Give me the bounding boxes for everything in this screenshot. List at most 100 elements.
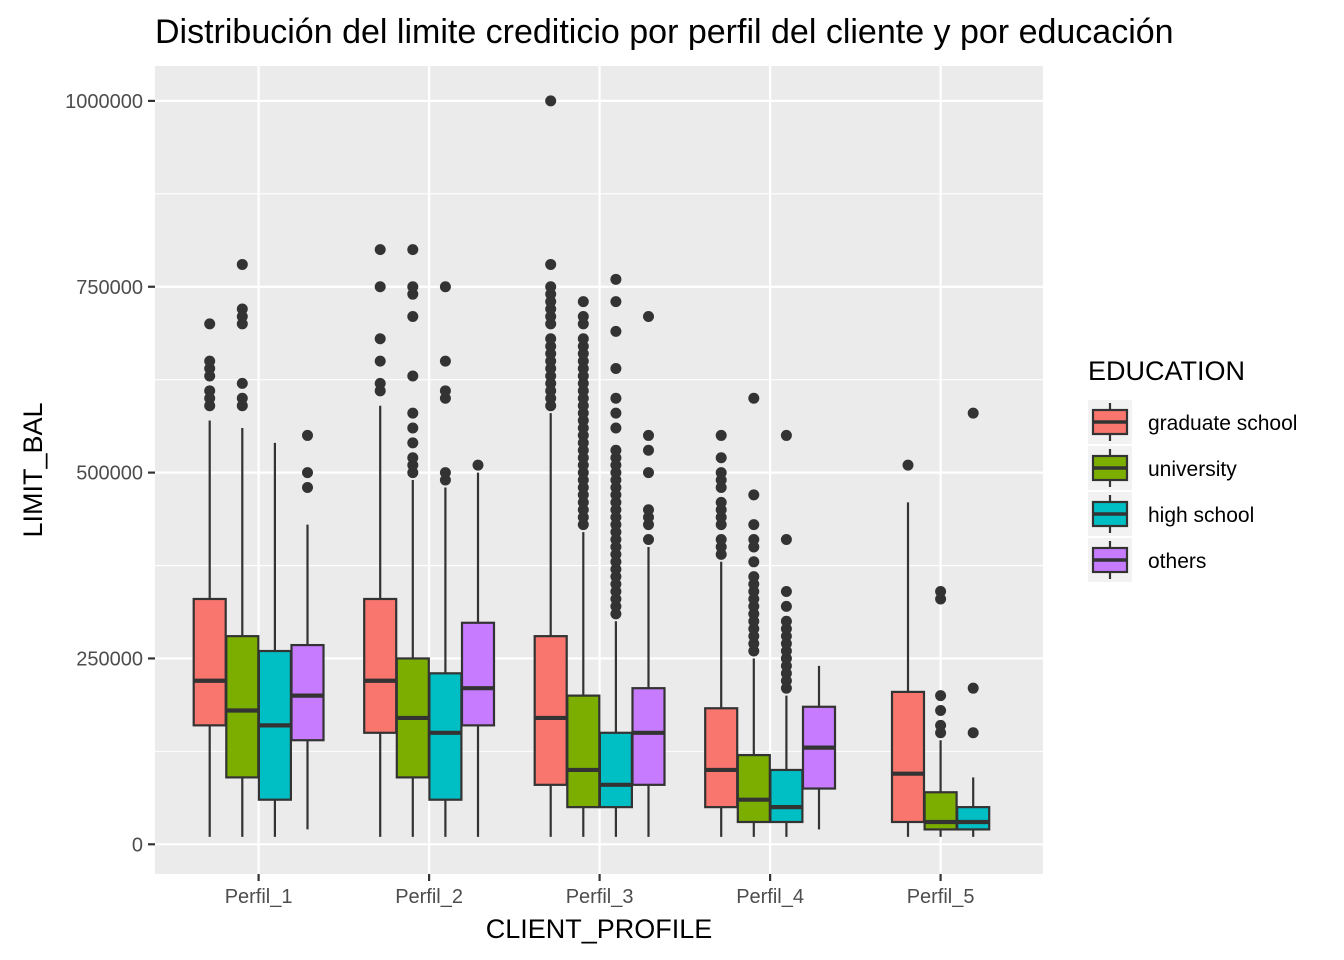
outlier-point	[935, 719, 947, 731]
outlier-point	[748, 534, 760, 546]
box-university-Perfil_4	[736, 392, 771, 837]
box-high-school-Perfil_2	[428, 281, 463, 837]
outlier-point	[715, 467, 727, 479]
box-iqr	[428, 672, 463, 801]
outlier-point	[643, 534, 654, 546]
outlier-point	[610, 325, 622, 337]
legend-item-graduate-school: graduate school	[1088, 400, 1297, 444]
outlier-point	[643, 429, 654, 441]
legend-item-university: university	[1088, 446, 1237, 490]
outlier-point	[236, 258, 248, 270]
y-tick-label: 0	[132, 834, 143, 856]
box-iqr	[192, 597, 227, 727]
outlier-point	[302, 467, 313, 479]
outlier-point	[545, 333, 557, 345]
outlier-point	[407, 407, 419, 419]
outlier-point	[643, 467, 654, 479]
outlier-point	[780, 586, 792, 598]
outlier-point	[407, 281, 419, 293]
outlier-point	[748, 392, 760, 404]
x-tick-label: Perfil_1	[225, 886, 293, 908]
outlier-point	[935, 704, 947, 716]
box-iqr	[704, 707, 739, 809]
box-university-Perfil_1	[225, 258, 260, 837]
outlier-point	[374, 355, 386, 367]
box-series	[192, 95, 991, 837]
outlier-point	[236, 377, 248, 389]
box-iqr	[566, 694, 601, 809]
outlier-point	[967, 727, 979, 739]
outlier-point	[439, 281, 451, 293]
outlier-point	[545, 258, 557, 270]
y-tick-label: 750000	[76, 277, 143, 299]
box-high-school-Perfil_1	[257, 442, 292, 837]
outlier-point	[407, 422, 419, 434]
outlier-point	[545, 281, 557, 293]
outlier-point	[715, 452, 727, 464]
box-iqr	[736, 753, 771, 824]
outlier-point	[374, 244, 386, 256]
outlier-point	[439, 385, 451, 397]
outlier-point	[610, 407, 622, 419]
outlier-point	[545, 95, 557, 107]
box-iqr	[225, 635, 260, 779]
outlier-point	[204, 318, 216, 330]
outlier-point	[204, 385, 216, 397]
box-graduate-school-Perfil_3	[533, 95, 568, 837]
chart-title: Distribución del limite crediticio por p…	[155, 13, 1174, 51]
y-axis: 0 250000 500000 750000 1000000	[65, 91, 155, 856]
outlier-point	[610, 444, 622, 456]
box-graduate-school-Perfil_4	[704, 429, 739, 837]
y-tick-label: 500000	[76, 463, 143, 485]
outlier-point	[780, 429, 792, 441]
outlier-point	[780, 615, 792, 627]
outlier-point	[302, 429, 313, 441]
legend-label: others	[1148, 550, 1206, 573]
outlier-point	[407, 437, 419, 449]
outlier-point	[407, 370, 419, 382]
outlier-point	[780, 534, 792, 546]
outlier-point	[407, 310, 419, 322]
legend-label: university	[1148, 458, 1237, 481]
box-others-Perfil_4	[801, 665, 837, 830]
outlier-point	[610, 296, 622, 308]
outlier-point	[643, 310, 654, 322]
legend-keys: graduate school university high school othe…	[1088, 400, 1297, 582]
outlier-point	[236, 303, 248, 315]
legend-item-others: others	[1088, 538, 1206, 582]
x-tick-label: Perfil_5	[907, 886, 975, 908]
x-axis-title: CLIENT_PROFILE	[486, 914, 713, 944]
outlier-point	[715, 534, 727, 546]
outlier-point	[610, 422, 622, 434]
box-iqr	[363, 597, 398, 734]
box-iqr	[769, 768, 804, 824]
outlier-point	[374, 333, 386, 345]
box-graduate-school-Perfil_1	[192, 318, 227, 837]
y-tick-label: 250000	[76, 648, 143, 670]
box-university-Perfil_3	[566, 296, 601, 837]
outlier-point	[407, 244, 419, 256]
outlier-point	[577, 296, 589, 308]
outlier-point	[748, 489, 760, 501]
outlier-point	[967, 682, 979, 694]
box-others-Perfil_1	[290, 429, 325, 830]
outlier-point	[935, 586, 947, 598]
legend-label: high school	[1148, 504, 1254, 527]
legend: EDUCATION graduate school university high …	[1088, 356, 1297, 582]
outlier-point	[204, 355, 216, 367]
outlier-point	[902, 459, 914, 471]
outlier-point	[236, 392, 248, 404]
outlier-point	[439, 355, 451, 367]
legend-item-high-school: high school	[1088, 492, 1254, 536]
outlier-point	[577, 333, 589, 345]
x-tick-label: Perfil_4	[736, 886, 804, 908]
y-tick-label: 1000000	[65, 91, 143, 113]
box-iqr	[890, 690, 926, 824]
box-graduate-school-Perfil_5	[890, 459, 926, 837]
outlier-point	[407, 452, 419, 464]
x-tick-label: Perfil_3	[566, 886, 634, 908]
box-iqr	[460, 621, 496, 727]
outlier-point	[780, 600, 792, 612]
box-high-school-Perfil_5	[956, 407, 991, 837]
